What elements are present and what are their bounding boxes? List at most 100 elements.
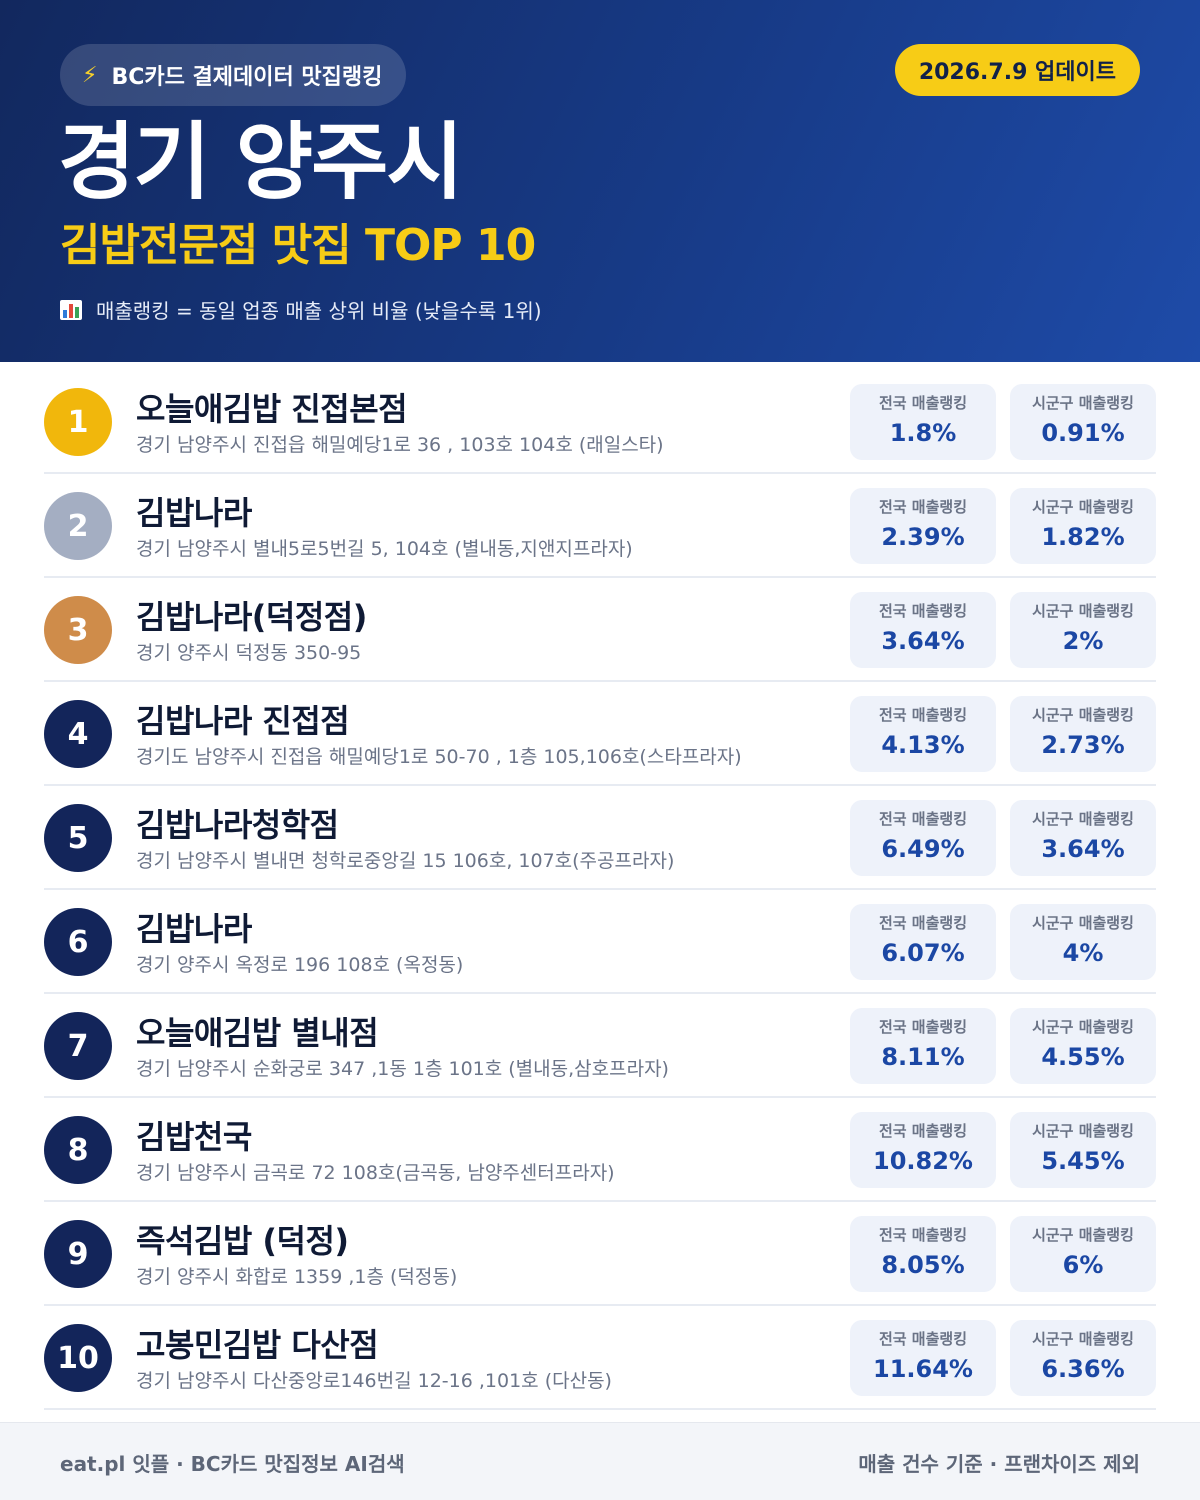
local-ranking-label: 시군구 매출랭킹 bbox=[1032, 810, 1134, 828]
local-ranking-card: 시군구 매출랭킹 4% bbox=[1010, 904, 1156, 980]
list-item[interactable]: 7 오늘애김밥 별내점 경기 남양주시 순화궁로 347 ,1동 1층 101호 (… bbox=[44, 994, 1156, 1098]
national-ranking-label: 전국 매출랭킹 bbox=[878, 914, 968, 932]
restaurant-address: 경기 남양주시 별내5로5번길 5, 104호 (별내동,지앤지프라자) bbox=[136, 538, 633, 560]
restaurant-address: 경기 남양주시 진접읍 해밀예당1로 36 , 103호 104호 (래일스타) bbox=[136, 434, 664, 456]
local-ranking-card: 시군구 매출랭킹 3.64% bbox=[1010, 800, 1156, 876]
national-ranking-value: 8.05% bbox=[881, 1251, 965, 1279]
restaurant-address: 경기도 남양주시 진접읍 해밀예당1로 50-70 , 1층 105,106호(… bbox=[136, 746, 742, 768]
local-ranking-label: 시군구 매출랭킹 bbox=[1032, 394, 1134, 412]
national-ranking-label: 전국 매출랭킹 bbox=[878, 1330, 968, 1348]
footer-note: 매출 건수 기준 · 프랜차이즈 제외 bbox=[858, 1452, 1140, 1476]
national-ranking-value: 4.13% bbox=[881, 731, 965, 759]
local-ranking-card: 시군구 매출랭킹 6% bbox=[1010, 1216, 1156, 1292]
national-ranking-card: 전국 매출랭킹 3.64% bbox=[850, 592, 996, 668]
national-ranking-value: 1.8% bbox=[889, 419, 957, 447]
ranking-legend-text: 매출랭킹 = 동일 업종 매출 상위 비율 (낮을수록 1위) bbox=[96, 299, 542, 323]
national-ranking-label: 전국 매출랭킹 bbox=[878, 602, 968, 620]
national-ranking-card: 전국 매출랭킹 8.11% bbox=[850, 1008, 996, 1084]
restaurant-address: 경기 양주시 덕정동 350-95 bbox=[136, 642, 362, 664]
national-ranking-card: 전국 매출랭킹 2.39% bbox=[850, 488, 996, 564]
rank-badge: 2 bbox=[44, 492, 112, 560]
local-ranking-card: 시군구 매출랭킹 6.36% bbox=[1010, 1320, 1156, 1396]
lightning-bolt-icon: ⚡ bbox=[82, 62, 98, 88]
local-ranking-value: 4.55% bbox=[1041, 1043, 1125, 1071]
local-ranking-label: 시군구 매출랭킹 bbox=[1032, 602, 1134, 620]
national-ranking-label: 전국 매출랭킹 bbox=[878, 810, 968, 828]
restaurant-name[interactable]: 고봉민김밥 다산점 bbox=[136, 1326, 379, 1364]
ranking-legend: 매출랭킹 = 동일 업종 매출 상위 비율 (낮을수록 1위) bbox=[60, 295, 542, 324]
footer: eat.pl 잇플 · BC카드 맛집정보 AI검색 매출 건수 기준 · 프랜… bbox=[0, 1422, 1200, 1500]
national-ranking-card: 전국 매출랭킹 6.07% bbox=[850, 904, 996, 980]
restaurant-name[interactable]: 오늘애김밥 별내점 bbox=[136, 1014, 379, 1052]
rank-badge: 6 bbox=[44, 908, 112, 976]
national-ranking-label: 전국 매출랭킹 bbox=[878, 498, 968, 516]
national-ranking-card: 전국 매출랭킹 1.8% bbox=[850, 384, 996, 460]
local-ranking-value: 5.45% bbox=[1041, 1147, 1125, 1175]
source-badge-text: BC카드 결제데이터 맛집랭킹 bbox=[111, 65, 383, 90]
national-ranking-label: 전국 매출랭킹 bbox=[878, 1226, 968, 1244]
restaurant-name[interactable]: 김밥나라(덕정점) bbox=[136, 598, 367, 636]
page-subtitle: 김밥전문점 맛집 TOP 10 bbox=[60, 220, 536, 271]
page-title: 경기 양주시 bbox=[58, 113, 464, 211]
national-ranking-label: 전국 매출랭킹 bbox=[878, 706, 968, 724]
rank-badge: 10 bbox=[44, 1324, 112, 1392]
local-ranking-label: 시군구 매출랭킹 bbox=[1032, 914, 1134, 932]
header-banner: ⚡ BC카드 결제데이터 맛집랭킹 2026.7.9 업데이트 경기 양주시 김… bbox=[0, 0, 1200, 362]
list-item[interactable]: 3 김밥나라(덕정점) 경기 양주시 덕정동 350-95 전국 매출랭킹 3.64% 시… bbox=[44, 578, 1156, 682]
bar-chart-icon bbox=[60, 299, 82, 320]
restaurant-name[interactable]: 김밥나라 bbox=[136, 910, 252, 948]
local-ranking-card: 시군구 매출랭킹 2% bbox=[1010, 592, 1156, 668]
local-ranking-value: 2.73% bbox=[1041, 731, 1125, 759]
list-item[interactable]: 5 김밥나라청학점 경기 남양주시 별내면 청학로중앙길 15 106호, 107호… bbox=[44, 786, 1156, 890]
local-ranking-card: 시군구 매출랭킹 0.91% bbox=[1010, 384, 1156, 460]
restaurant-name[interactable]: 김밥나라 bbox=[136, 494, 252, 532]
restaurant-name[interactable]: 김밥나라 진접점 bbox=[136, 702, 350, 740]
source-badge: ⚡ BC카드 결제데이터 맛집랭킹 bbox=[60, 44, 407, 106]
local-ranking-label: 시군구 매출랭킹 bbox=[1032, 1122, 1134, 1140]
national-ranking-card: 전국 매출랭킹 10.82% bbox=[850, 1112, 996, 1188]
national-ranking-value: 11.64% bbox=[873, 1355, 973, 1383]
national-ranking-label: 전국 매출랭킹 bbox=[878, 1018, 968, 1036]
list-item[interactable]: 4 김밥나라 진접점 경기도 남양주시 진접읍 해밀예당1로 50-70 , 1층 … bbox=[44, 682, 1156, 786]
national-ranking-value: 6.07% bbox=[881, 939, 965, 967]
national-ranking-value: 6.49% bbox=[881, 835, 965, 863]
restaurant-name[interactable]: 김밥천국 bbox=[136, 1118, 252, 1156]
national-ranking-value: 10.82% bbox=[873, 1147, 973, 1175]
restaurant-address: 경기 양주시 화합로 1359 ,1층 (덕정동) bbox=[136, 1266, 458, 1288]
restaurant-name[interactable]: 김밥나라청학점 bbox=[136, 806, 339, 844]
restaurant-name[interactable]: 오늘애김밥 진접본점 bbox=[136, 390, 408, 428]
national-ranking-value: 3.64% bbox=[881, 627, 965, 655]
rank-badge: 5 bbox=[44, 804, 112, 872]
local-ranking-value: 2% bbox=[1062, 627, 1104, 655]
local-ranking-label: 시군구 매출랭킹 bbox=[1032, 706, 1134, 724]
national-ranking-label: 전국 매출랭킹 bbox=[878, 394, 968, 412]
national-ranking-value: 2.39% bbox=[881, 523, 965, 551]
national-ranking-card: 전국 매출랭킹 11.64% bbox=[850, 1320, 996, 1396]
national-ranking-card: 전국 매출랭킹 6.49% bbox=[850, 800, 996, 876]
restaurant-address: 경기 남양주시 금곡로 72 108호(금곡동, 남양주센터프라자) bbox=[136, 1162, 615, 1184]
rank-badge: 1 bbox=[44, 388, 112, 456]
local-ranking-value: 3.64% bbox=[1041, 835, 1125, 863]
local-ranking-label: 시군구 매출랭킹 bbox=[1032, 498, 1134, 516]
local-ranking-label: 시군구 매출랭킹 bbox=[1032, 1330, 1134, 1348]
local-ranking-label: 시군구 매출랭킹 bbox=[1032, 1226, 1134, 1244]
rank-badge: 7 bbox=[44, 1012, 112, 1080]
restaurant-address: 경기 남양주시 다산중앙로146번길 12-16 ,101호 (다산동) bbox=[136, 1370, 612, 1392]
national-ranking-value: 8.11% bbox=[881, 1043, 965, 1071]
local-ranking-value: 6.36% bbox=[1041, 1355, 1125, 1383]
rank-badge: 8 bbox=[44, 1116, 112, 1184]
local-ranking-label: 시군구 매출랭킹 bbox=[1032, 1018, 1134, 1036]
restaurant-address: 경기 양주시 옥정로 196 108호 (옥정동) bbox=[136, 954, 464, 976]
national-ranking-card: 전국 매출랭킹 8.05% bbox=[850, 1216, 996, 1292]
list-item[interactable]: 9 즉석김밥 (덕정) 경기 양주시 화합로 1359 ,1층 (덕정동) 전국 매출… bbox=[44, 1202, 1156, 1306]
restaurant-name[interactable]: 즉석김밥 (덕정) bbox=[136, 1222, 349, 1260]
local-ranking-card: 시군구 매출랭킹 5.45% bbox=[1010, 1112, 1156, 1188]
local-ranking-card: 시군구 매출랭킹 1.82% bbox=[1010, 488, 1156, 564]
footer-source: eat.pl 잇플 · BC카드 맛집정보 AI검색 bbox=[60, 1452, 405, 1476]
